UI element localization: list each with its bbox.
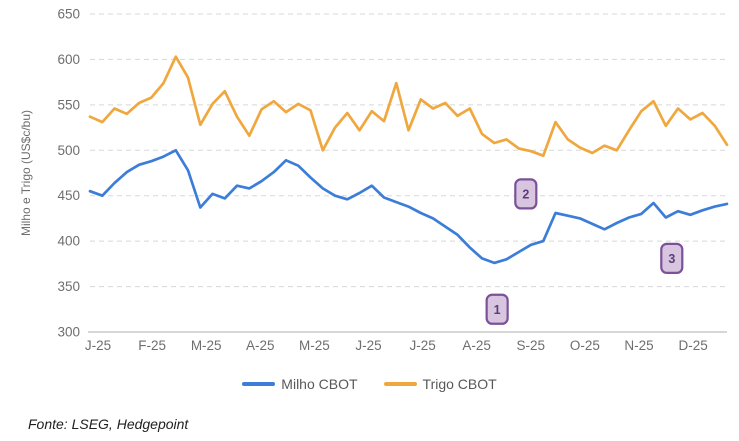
gridlines [88, 13, 727, 333]
x-axis-tick-label: F-25 [138, 338, 166, 353]
x-axis-tick-label: J-25 [409, 338, 435, 353]
milho-cbot-line [88, 148, 729, 265]
price-line-chart: 300 350 400 450 500 550 600 650 J-25 F-25 M-25 A-25… [19, 7, 729, 354]
y-axis-tick-label: 450 [57, 188, 80, 203]
annotation-box-1: 1 [485, 293, 509, 325]
annotation-number: 3 [668, 252, 675, 266]
x-axis-tick-label: S-25 [517, 338, 546, 353]
x-axis-tick-label: M-25 [299, 338, 330, 353]
x-axis-tick-label: M-25 [191, 338, 222, 353]
trigo-cbot-line [88, 55, 729, 158]
x-axis-tick-label: N-25 [624, 338, 653, 353]
milho-line-swatch [242, 382, 276, 386]
annotation-box-2: 2 [514, 178, 538, 210]
x-axis-tick-label: A-25 [246, 338, 275, 353]
source-note: Fonte: LSEG, Hedgepoint [28, 416, 189, 432]
x-axis-tick-label: D-25 [678, 338, 707, 353]
y-axis-tick-label: 350 [57, 279, 80, 294]
legend-item-trigo: Trigo CBOT [383, 376, 497, 392]
x-axis-tick-label: J-25 [85, 338, 111, 353]
y-axis-tick-label: 400 [57, 234, 80, 249]
data-series [88, 55, 729, 265]
annotation-box-3: 3 [660, 242, 684, 275]
y-axis-tick-label: 600 [57, 52, 80, 67]
y-axis-title: Milho e Trigo (US$c/bu) [19, 110, 33, 236]
x-axis-tick-label: A-25 [462, 338, 491, 353]
y-axis-tick-label: 500 [57, 143, 80, 158]
axis-ticks: 300 350 400 450 500 550 600 650 J-25 F-25 M-25 A-25… [57, 7, 707, 354]
y-axis-tick-label: 650 [57, 7, 80, 22]
annotation-number: 1 [494, 303, 501, 317]
annotations: 1 2 3 [485, 178, 684, 325]
y-axis-tick-label: 550 [57, 97, 80, 112]
x-axis-tick-label: O-25 [570, 338, 600, 353]
legend-label-trigo: Trigo CBOT [422, 376, 497, 392]
chart-legend: Milho CBOT Trigo CBOT [0, 367, 739, 401]
annotation-number: 2 [522, 187, 529, 201]
annotation-rect [514, 178, 538, 210]
legend-item-milho: Milho CBOT [242, 376, 358, 392]
y-axis-tick-label: 300 [57, 325, 80, 340]
legend-label-milho: Milho CBOT [281, 376, 358, 392]
x-axis-tick-label: J-25 [355, 338, 381, 353]
trigo-line-swatch [383, 382, 417, 386]
annotation-rect [485, 293, 509, 325]
annotation-rect [660, 242, 684, 275]
